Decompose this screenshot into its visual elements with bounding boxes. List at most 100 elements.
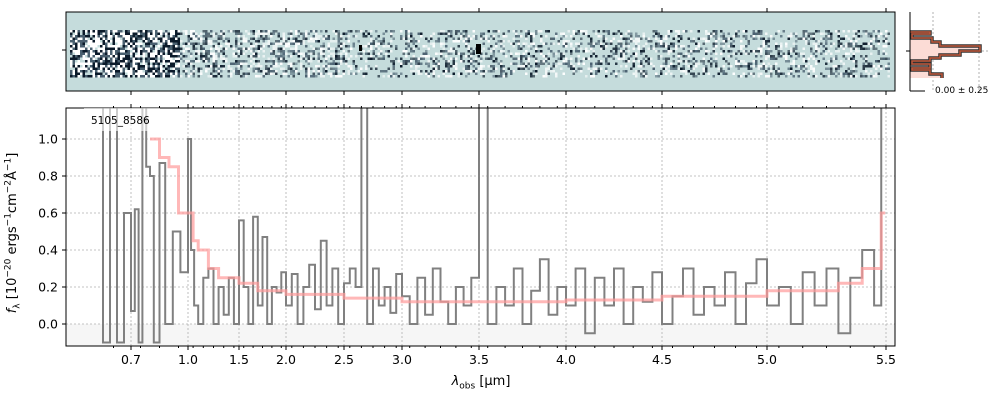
2d-pixel	[432, 32, 435, 35]
2d-pixel	[110, 67, 113, 70]
2d-pixel	[630, 67, 633, 70]
2d-pixel	[697, 37, 700, 40]
2d-pixel	[787, 35, 790, 38]
2d-pixel	[107, 72, 110, 75]
2d-pixel	[100, 65, 103, 68]
2d-pixel	[105, 75, 108, 78]
2d-pixel	[852, 30, 855, 33]
2d-pixel	[317, 35, 320, 38]
2d-pixel	[852, 75, 855, 78]
2d-pixel	[877, 40, 880, 43]
2d-emission-blob	[359, 45, 362, 51]
2d-pixel	[370, 55, 373, 58]
2d-pixel	[145, 37, 148, 40]
2d-pixel	[592, 30, 595, 33]
2d-pixel	[200, 37, 203, 40]
2d-pixel	[177, 50, 180, 53]
2d-pixel	[660, 45, 663, 48]
2d-pixel	[445, 37, 448, 40]
2d-pixel	[600, 35, 603, 38]
2d-pixel	[92, 67, 95, 70]
2d-pixel	[702, 60, 705, 63]
2d-pixel	[805, 67, 808, 70]
2d-pixel	[122, 45, 125, 48]
2d-pixel	[72, 75, 75, 78]
2d-pixel	[490, 55, 493, 58]
2d-pixel	[245, 50, 248, 53]
2d-pixel	[337, 62, 340, 65]
2d-pixel	[127, 37, 130, 40]
2d-pixel	[712, 32, 715, 35]
2d-pixel	[625, 60, 628, 63]
2d-pixel	[177, 75, 180, 78]
2d-pixel	[655, 75, 658, 78]
2d-pixel	[70, 30, 73, 33]
2d-pixel	[827, 60, 830, 63]
2d-pixel	[855, 42, 858, 45]
2d-pixel	[197, 52, 200, 55]
2d-pixel	[467, 70, 470, 73]
2d-pixel	[730, 65, 733, 68]
2d-pixel	[192, 45, 195, 48]
2d-pixel	[540, 40, 543, 43]
2d-pixel	[270, 65, 273, 68]
2d-pixel	[115, 47, 118, 50]
2d-pixel	[195, 37, 198, 40]
2d-pixel	[405, 35, 408, 38]
2d-pixel	[122, 50, 125, 53]
2d-pixel	[507, 50, 510, 53]
2d-pixel	[107, 40, 110, 43]
2d-pixel	[497, 35, 500, 38]
2d-pixel	[885, 37, 888, 40]
2d-pixel	[560, 67, 563, 70]
2d-pixel	[532, 75, 535, 78]
2d-pixel	[322, 72, 325, 75]
2d-pixel	[120, 75, 123, 78]
2d-pixel	[705, 70, 708, 73]
2d-pixel	[290, 32, 293, 35]
2d-pixel	[72, 40, 75, 43]
2d-pixel	[155, 47, 158, 50]
2d-pixel	[102, 60, 105, 63]
2d-pixel	[315, 32, 318, 35]
2d-pixel	[252, 45, 255, 48]
2d-pixel	[787, 67, 790, 70]
2d-pixel	[562, 52, 565, 55]
2d-pixel	[332, 40, 335, 43]
2d-pixel	[90, 37, 93, 40]
2d-pixel	[290, 35, 293, 38]
2d-pixel	[330, 40, 333, 43]
2d-pixel	[527, 30, 530, 33]
2d-pixel	[875, 72, 878, 75]
2d-pixel	[165, 37, 168, 40]
2d-pixel	[245, 62, 248, 65]
2d-pixel	[105, 65, 108, 68]
2d-pixel	[712, 45, 715, 48]
2d-pixel	[152, 42, 155, 45]
2d-pixel	[135, 72, 138, 75]
2d-pixel	[305, 60, 308, 63]
2d-pixel	[75, 40, 78, 43]
2d-pixel	[150, 32, 153, 35]
2d-pixel	[760, 50, 763, 53]
2d-pixel	[100, 60, 103, 63]
2d-pixel	[702, 70, 705, 73]
2d-pixel	[342, 72, 345, 75]
2d-pixel	[105, 52, 108, 55]
2d-pixel	[425, 45, 428, 48]
2d-pixel	[112, 42, 115, 45]
2d-pixel	[337, 30, 340, 33]
2d-pixel	[700, 37, 703, 40]
2d-pixel	[790, 65, 793, 68]
2d-pixel	[762, 42, 765, 45]
2d-pixel	[585, 75, 588, 78]
2d-pixel	[675, 47, 678, 50]
2d-pixel	[535, 62, 538, 65]
2d-pixel	[515, 52, 518, 55]
2d-pixel	[820, 37, 823, 40]
2d-pixel	[172, 47, 175, 50]
2d-pixel	[562, 72, 565, 75]
2d-pixel	[342, 50, 345, 53]
2d-pixel	[130, 35, 133, 38]
